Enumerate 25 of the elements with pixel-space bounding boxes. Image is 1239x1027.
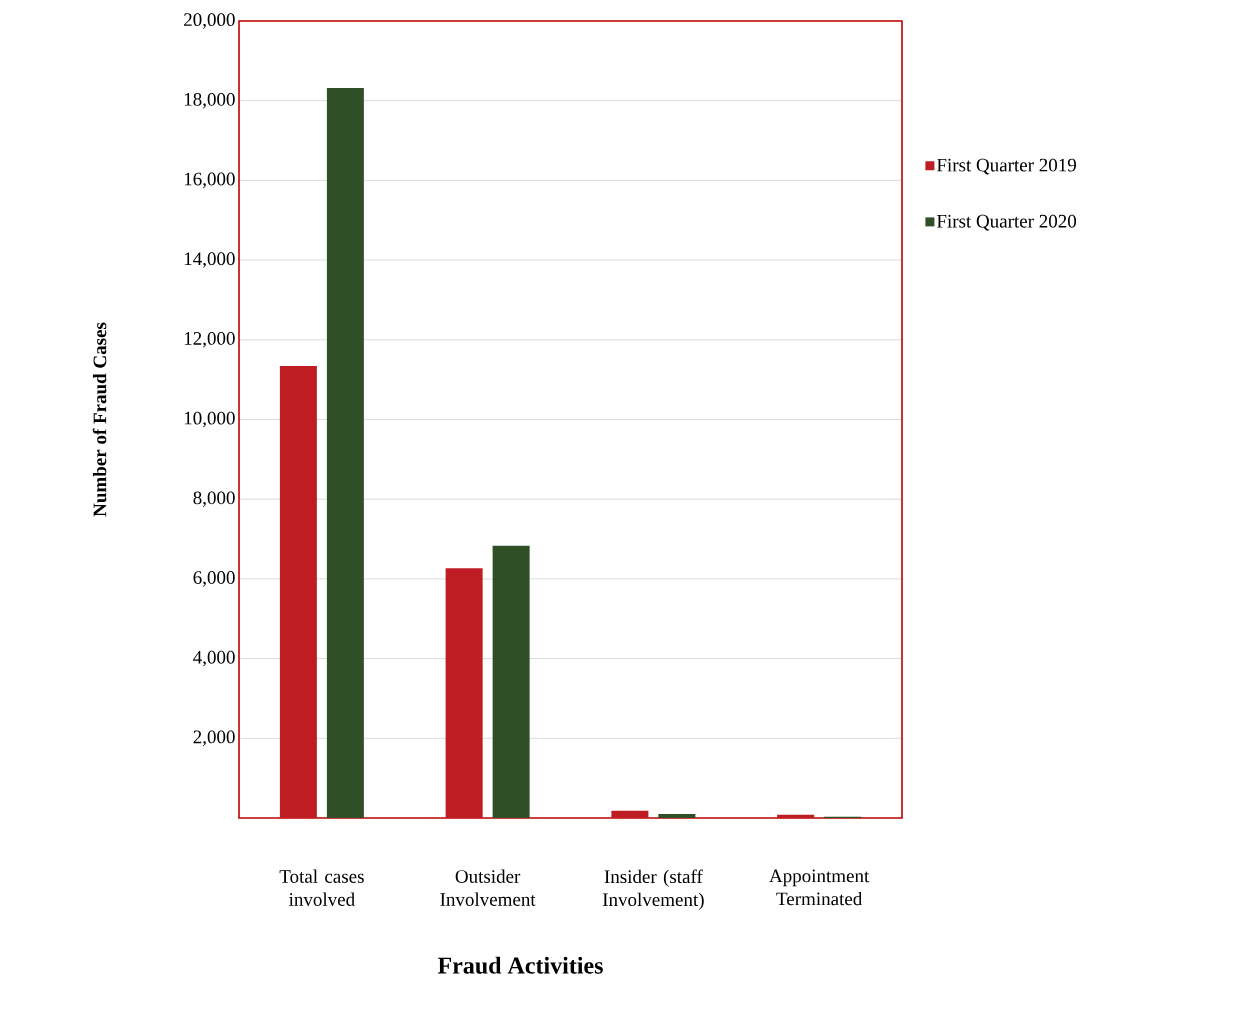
y-axis-title: Number of Fraud Cases <box>92 322 107 517</box>
x-axis-title: Fraud Activities <box>437 956 603 974</box>
y-tick-label: 2,000 <box>193 730 235 747</box>
y-tick-label: 16,000 <box>184 172 235 189</box>
x-tick-label: Total cases involved <box>279 869 364 906</box>
legend-label: First Quarter 2020 <box>936 214 1077 231</box>
bar <box>611 810 649 818</box>
y-tick-label: 4,000 <box>193 650 235 667</box>
y-tick-label: 20,000 <box>184 13 235 29</box>
y-tick-label: 6,000 <box>193 571 235 587</box>
y-tick-label: 8,000 <box>193 491 235 507</box>
y-tick-label: 18,000 <box>184 92 235 109</box>
bar <box>326 87 364 818</box>
x-tick-label: Insider (staff Involvement) <box>602 869 704 910</box>
y-tick-label: 12,000 <box>184 332 235 348</box>
bar <box>492 545 530 818</box>
bar <box>445 568 483 818</box>
x-tick-label: Appointment Terminated <box>769 869 870 906</box>
y-tick-label: 10,000 <box>184 411 235 428</box>
y-tick-label: 14,000 <box>184 252 235 268</box>
x-tick-label: Outsider Involvement <box>440 869 536 906</box>
bar <box>777 814 815 818</box>
bar <box>279 366 317 818</box>
bar <box>658 814 696 818</box>
legend-label: First Quarter 2019 <box>936 158 1076 175</box>
